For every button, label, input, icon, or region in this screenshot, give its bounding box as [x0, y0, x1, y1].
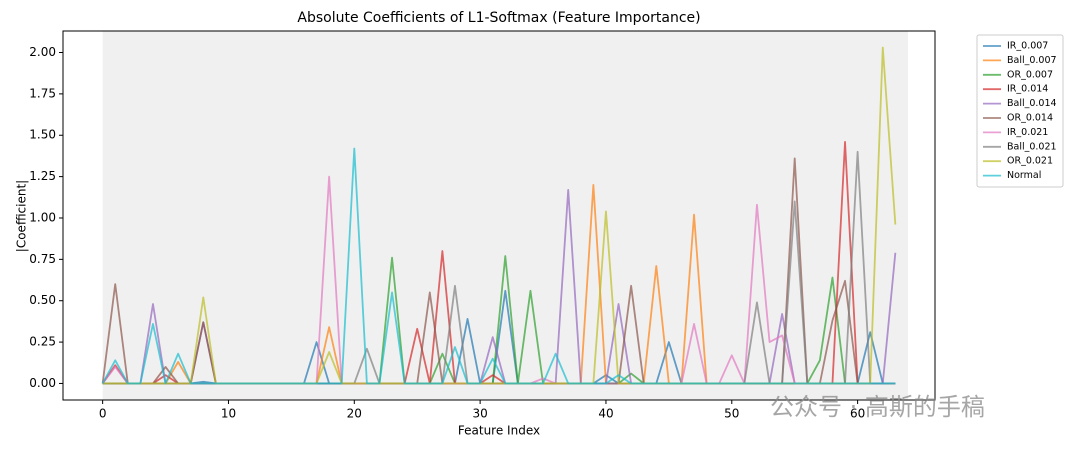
y-tick-label: 1.25 — [29, 169, 56, 183]
y-tick-label: 1.50 — [29, 128, 56, 142]
x-tick-label: 50 — [724, 407, 739, 421]
legend-label: Normal — [1007, 170, 1041, 181]
legend-label: Ball_0.014 — [1007, 98, 1057, 109]
watermark: 公众号 · 高斯的手稿 — [770, 393, 985, 421]
highlight-span — [102, 31, 908, 400]
chart-title: Absolute Coefficients of L1-Softmax (Fea… — [297, 10, 700, 26]
y-axis-label: |Coefficient| — [15, 180, 29, 252]
x-axis-label: Feature Index — [458, 424, 540, 438]
x-tick-label: 20 — [347, 407, 362, 421]
y-tick-label: 0.00 — [29, 376, 56, 390]
legend-label: OR_0.007 — [1007, 69, 1053, 80]
legend-label: IR_0.021 — [1007, 127, 1048, 138]
x-tick-label: 0 — [99, 407, 107, 421]
legend-label: IR_0.007 — [1007, 41, 1048, 52]
legend-box — [976, 34, 1064, 188]
legend-label: IR_0.014 — [1007, 84, 1048, 95]
legend-label: Ball_0.007 — [1007, 55, 1057, 66]
x-tick-label: 30 — [472, 407, 487, 421]
legend-label: Ball_0.021 — [1007, 141, 1057, 152]
legend-label: OR_0.014 — [1007, 113, 1053, 124]
series-line — [101, 147, 896, 385]
legend-label: OR_0.021 — [1007, 156, 1053, 167]
axes-frame — [62, 30, 936, 401]
x-tick-label: 40 — [598, 407, 613, 421]
y-tick-label: 2.00 — [29, 45, 56, 59]
x-tick-label: 60 — [850, 407, 865, 421]
y-tick-label: 1.00 — [29, 210, 56, 224]
y-tick-label: 1.75 — [29, 86, 56, 100]
x-tick-label: 10 — [221, 407, 236, 421]
y-tick-label: 0.50 — [29, 293, 56, 307]
y-tick-label: 0.75 — [29, 252, 56, 266]
y-tick-label: 0.25 — [29, 335, 56, 349]
